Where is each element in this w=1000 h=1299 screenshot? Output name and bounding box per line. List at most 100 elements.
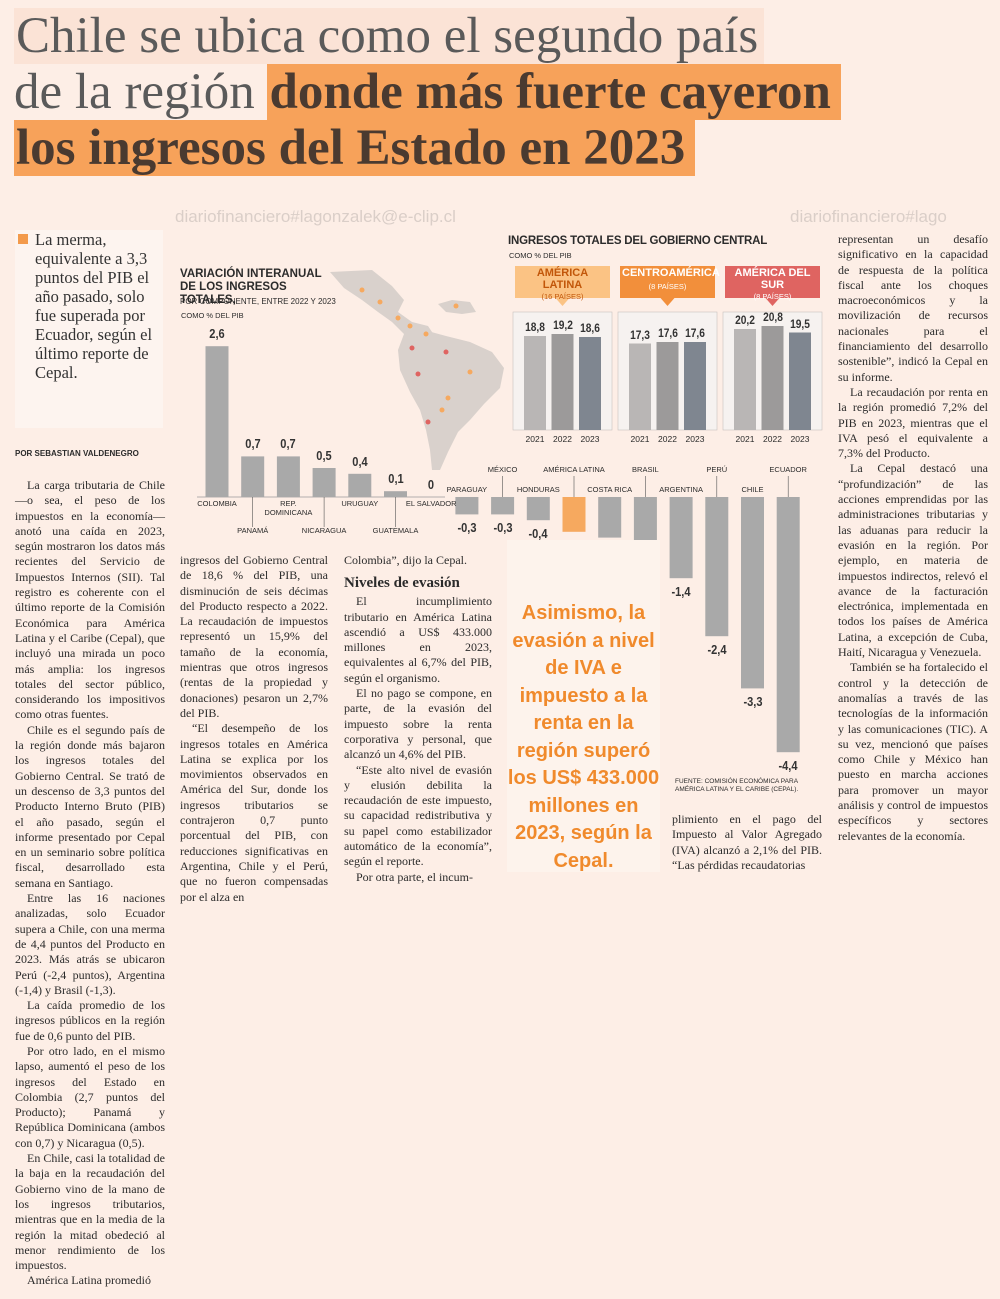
year-label: 2021 bbox=[735, 434, 755, 444]
pullquote-box bbox=[507, 540, 660, 872]
year-label: 2022 bbox=[763, 434, 782, 444]
category-label: ARGENTINA bbox=[659, 485, 703, 494]
text-column: representan un desafío significativo en … bbox=[838, 232, 988, 844]
paragraph: Por otro lado, en el mismo lapso, aument… bbox=[15, 1043, 165, 1150]
watermark: diariofinanciero#lagonzalek@e-clip.cl bbox=[175, 207, 456, 226]
paragraph: representan un desafío significativo en … bbox=[838, 232, 988, 384]
bar bbox=[684, 342, 706, 430]
category-label: GUATEMALA bbox=[372, 526, 419, 535]
category-label: COSTA RICA bbox=[587, 485, 633, 494]
value-label: -1,4 bbox=[671, 584, 691, 600]
value-label: 0,7 bbox=[244, 436, 261, 452]
group-name: AMÉRICA DEL SUR bbox=[734, 267, 811, 291]
paragraph: La Cepal destacó una “profundización” de… bbox=[838, 461, 988, 660]
paragraph: “El desempeño de los ingresos totales en… bbox=[180, 721, 328, 904]
value-label: 19,2 bbox=[552, 318, 573, 332]
category-label: EL SALVADOR bbox=[405, 499, 457, 508]
paragraph: Por otra parte, el incum- bbox=[356, 869, 473, 884]
lede-box bbox=[15, 230, 163, 428]
bar bbox=[598, 497, 622, 538]
byline: POR SEBASTIAN VALDENEGRO bbox=[15, 449, 139, 458]
bar bbox=[276, 456, 300, 497]
value-label: 0 bbox=[428, 477, 435, 492]
paragraph: América Latina promedió bbox=[27, 1273, 151, 1288]
bar bbox=[241, 456, 265, 497]
bar bbox=[629, 343, 651, 430]
paragraph: También se ha fortalecido el control y l… bbox=[838, 660, 988, 843]
text-column: ingresos del Gobierno Central de 18,6 % … bbox=[180, 553, 328, 905]
bar bbox=[384, 491, 407, 497]
chart-title: VARIACIÓN INTERANUAL DE LOS INGRESOS TOT… bbox=[180, 268, 322, 306]
bar bbox=[761, 326, 784, 430]
bar bbox=[491, 497, 515, 515]
paragraph: “Este alto nivel de evasión y elusión de… bbox=[344, 762, 492, 869]
paragraph: La caída promedio de los ingresos públic… bbox=[15, 998, 165, 1043]
value-label: -3,3 bbox=[742, 694, 763, 710]
value-label: 18,6 bbox=[580, 321, 600, 335]
group-note: (16 PAÍSES) bbox=[541, 292, 584, 301]
pullquote: Asimismo, la evasión a nivel de IVA e im… bbox=[507, 602, 660, 872]
group-note: (8 PAÍSES) bbox=[753, 292, 792, 301]
bar bbox=[551, 334, 574, 430]
headline: Chile se ubica como el segundo país de l… bbox=[14, 8, 841, 176]
bar bbox=[789, 332, 811, 430]
category-label: AMÉRICA LATINA bbox=[543, 465, 605, 474]
category-label: CHILE bbox=[741, 485, 764, 494]
bar bbox=[656, 342, 679, 430]
value-label: -0,3 bbox=[457, 520, 477, 536]
bar bbox=[734, 329, 756, 430]
paragraph: Colombia”, dijo la Cepal. bbox=[344, 553, 467, 567]
bar bbox=[205, 346, 229, 497]
value-label: 20,8 bbox=[762, 310, 783, 324]
bar bbox=[526, 497, 550, 521]
map bbox=[330, 270, 504, 470]
headline-bold: los ingresos del Estado en 2023 bbox=[14, 120, 696, 176]
text-column: plimiento en el pago del Impuesto al Val… bbox=[672, 812, 822, 873]
paragraph: plimiento en el pago del Impuesto al Val… bbox=[672, 812, 822, 872]
category-label: ECUADOR bbox=[769, 465, 807, 474]
headline-bold: donde más fuerte cayeron bbox=[267, 64, 841, 120]
value-label: 17,6 bbox=[685, 326, 705, 340]
value-label: 20,2 bbox=[735, 313, 755, 327]
paragraph: Chile es el segundo país de la región do… bbox=[15, 722, 165, 890]
category-label: BRASIL bbox=[632, 465, 659, 474]
lede: La merma, equivalente a 3,3 puntos del P… bbox=[35, 230, 153, 382]
paragraph: ingresos del Gobierno Central de 18,6 % … bbox=[180, 553, 328, 720]
headline-light: de la región bbox=[14, 64, 255, 120]
category-label: URUGUAY bbox=[341, 499, 379, 508]
value-label: -2,4 bbox=[707, 642, 727, 658]
map-dots bbox=[359, 287, 473, 425]
year-label: 2023 bbox=[580, 434, 600, 444]
category-label: REP. DOMINICANA bbox=[264, 499, 313, 517]
watermark: diariofinanciero#lago bbox=[790, 207, 947, 226]
category-label: PANAMÁ bbox=[237, 526, 269, 535]
bar bbox=[562, 497, 586, 532]
subheading: Niveles de evasión bbox=[344, 575, 460, 592]
value-label: 18,8 bbox=[525, 320, 545, 334]
year-label: 2023 bbox=[685, 434, 705, 444]
value-label: -0,3 bbox=[493, 520, 513, 536]
paragraph: En Chile, casi la totalidad de la baja e… bbox=[15, 1151, 165, 1273]
category-label: PERÚ bbox=[706, 465, 728, 474]
value-label: 17,6 bbox=[657, 326, 678, 340]
chart-unit: COMO % DEL PIB bbox=[181, 311, 244, 320]
year-label: 2022 bbox=[553, 434, 572, 444]
chart-title: INGRESOS TOTALES DEL GOBIERNO CENTRAL bbox=[508, 235, 768, 247]
group-header bbox=[725, 266, 820, 306]
year-label: 2022 bbox=[658, 434, 677, 444]
paragraph: El no pago se compone, en parte, de la e… bbox=[344, 686, 492, 762]
paragraph: El incumplimiento tributario en América … bbox=[344, 594, 492, 685]
year-label: 2021 bbox=[630, 434, 650, 444]
bar bbox=[741, 497, 764, 689]
value-label: 0,1 bbox=[387, 471, 404, 487]
value-label: -4,4 bbox=[778, 758, 798, 774]
bar bbox=[348, 473, 372, 497]
paragraph: La carga tributaria de Chile —o sea, el … bbox=[15, 478, 165, 722]
headline-light: Chile se ubica como el segundo país bbox=[14, 8, 765, 64]
bar bbox=[669, 497, 693, 579]
text-column: La carga tributaria de Chile —o sea, el … bbox=[15, 478, 165, 1289]
category-label: NICARAGUA bbox=[301, 526, 347, 535]
text-column: Colombia”, dijo la Cepal. Niveles de evas… bbox=[344, 553, 492, 885]
group-header bbox=[620, 266, 715, 306]
